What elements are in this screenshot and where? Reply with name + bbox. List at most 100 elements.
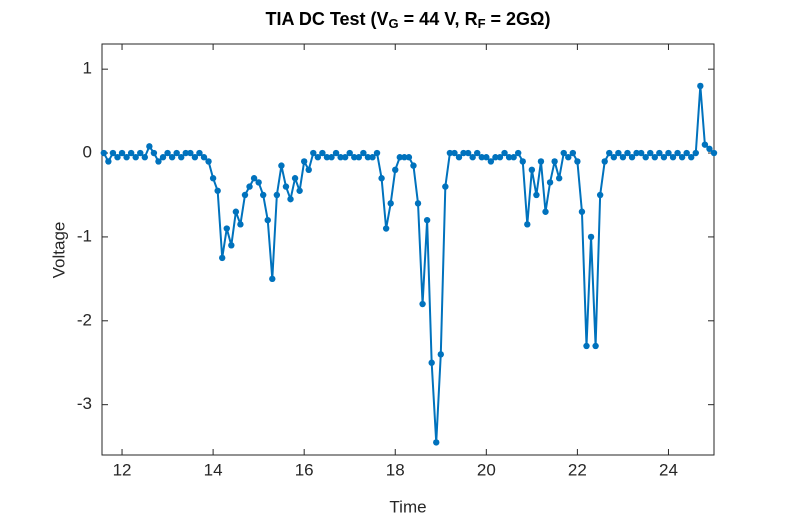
data-point: [423, 216, 431, 224]
data-point: [674, 149, 681, 157]
title-subscript: G: [389, 16, 399, 31]
x-tick-label: 14: [204, 460, 223, 479]
data-point: [642, 154, 649, 161]
data-point: [510, 154, 517, 161]
data-point: [314, 154, 322, 161]
x-tick-label: 16: [295, 460, 314, 479]
y-axis-label: Voltage: [49, 222, 68, 279]
data-point: [478, 154, 485, 161]
data-point: [442, 183, 449, 190]
data-point: [460, 149, 467, 157]
data-point: [555, 175, 563, 182]
data-point: [537, 158, 545, 165]
data-point: [592, 342, 599, 350]
data-point: [291, 175, 299, 182]
data-point: [191, 154, 199, 161]
data-point: [496, 154, 504, 161]
data-point: [533, 191, 540, 199]
data-point: [437, 351, 444, 358]
data-point: [414, 200, 422, 207]
data-point: [396, 154, 404, 161]
data-point: [692, 149, 699, 157]
data-point: [319, 149, 326, 157]
chart-title: TIA DC Test (VG = 44 V, RF = 2GΩ): [266, 9, 551, 32]
data-point: [123, 154, 130, 161]
data-point: [505, 154, 513, 161]
data-point: [164, 149, 171, 157]
data-point: [578, 208, 586, 215]
data-point: [596, 191, 604, 199]
data-point: [373, 149, 381, 157]
plot-box: [101, 43, 715, 456]
data-point: [433, 439, 440, 446]
data-point: [310, 149, 317, 157]
data-point: [678, 154, 686, 161]
data-point: [610, 154, 618, 161]
data-point: [660, 154, 668, 161]
data-point: [405, 154, 413, 161]
data-point: [688, 154, 695, 161]
title-part: TIA DC Test (V: [266, 9, 389, 29]
data-point: [360, 149, 367, 157]
data-point: [524, 221, 531, 228]
data-point: [237, 221, 244, 228]
data-point: [451, 149, 458, 157]
data-point: [182, 149, 189, 157]
data-point: [159, 154, 167, 161]
data-point: [514, 149, 522, 157]
data-point: [109, 149, 117, 157]
data-point: [232, 208, 240, 215]
data-point: [178, 154, 185, 161]
data-point: [387, 200, 394, 207]
x-tick-label: 24: [659, 460, 678, 479]
y-tick-label: -1: [77, 226, 92, 245]
y-tick-label: 1: [83, 59, 92, 78]
data-point: [146, 143, 153, 150]
data-point: [706, 145, 713, 153]
data-point: [392, 166, 399, 174]
data-point: [606, 149, 613, 157]
data-point: [542, 208, 549, 215]
data-point: [196, 149, 203, 157]
data-point: [519, 158, 526, 165]
data-point: [300, 158, 308, 165]
data-point: [187, 149, 194, 157]
data-point: [127, 149, 135, 157]
data-point: [282, 183, 290, 190]
data-point: [651, 154, 659, 161]
data-point: [141, 154, 149, 161]
data-point: [341, 154, 349, 161]
data-point: [574, 158, 581, 165]
data-point: [464, 149, 472, 157]
data-point: [710, 149, 718, 157]
data-line: [102, 85, 715, 443]
data-point: [132, 154, 139, 161]
data-point: [364, 154, 372, 161]
data-point: [633, 149, 640, 157]
data-point: [619, 154, 627, 161]
data-point: [401, 154, 408, 161]
data-point: [683, 149, 690, 157]
data-point: [105, 158, 112, 165]
data-point: [446, 149, 454, 157]
data-point: [223, 225, 230, 232]
data-point: [615, 149, 622, 157]
data-point: [214, 187, 221, 194]
data-point: [168, 154, 176, 161]
data-point: [346, 149, 353, 157]
data-point: [351, 154, 358, 161]
data-point: [118, 149, 126, 157]
data-point: [150, 149, 158, 157]
data-point: [114, 154, 121, 161]
data-point: [701, 141, 709, 148]
data-point: [255, 179, 262, 186]
data-point: [665, 149, 672, 157]
x-tick-label: 18: [386, 460, 405, 479]
data-point: [455, 154, 463, 161]
data-point: [583, 342, 590, 350]
data-point: [483, 154, 490, 161]
data-point: [410, 162, 417, 169]
x-tick-label: 22: [568, 460, 587, 479]
data-point: [492, 154, 499, 161]
title-part: = 44 V, R: [399, 9, 478, 29]
